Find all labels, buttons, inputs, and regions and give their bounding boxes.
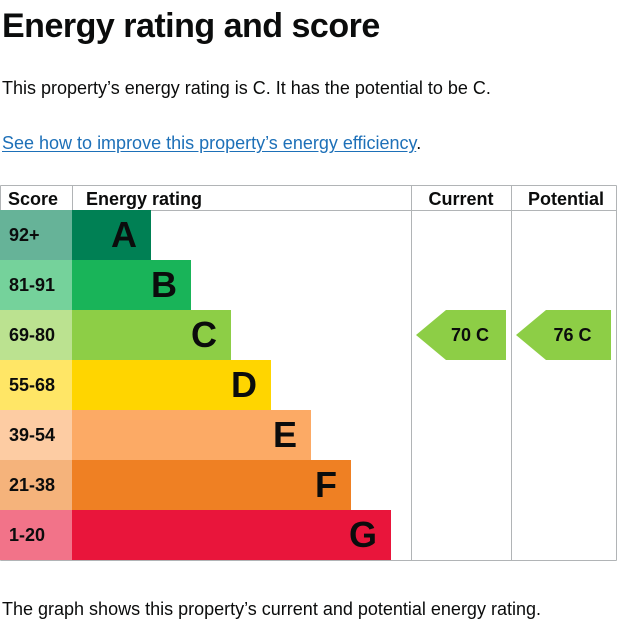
score-label-a: 92+ <box>9 225 40 245</box>
rating-bar-b <box>72 260 191 310</box>
current-rating-arrow <box>416 310 506 360</box>
rating-letter-c: C <box>191 314 217 355</box>
score-cell-b <box>0 260 72 310</box>
potential-header: Potential <box>528 189 604 209</box>
rating-bar-f <box>72 460 351 510</box>
potential-rating-arrow <box>516 310 611 360</box>
rating-summary: This property’s energy rating is C. It h… <box>2 78 491 98</box>
rating-letter-a: A <box>111 214 137 255</box>
rating-letter-b: B <box>151 264 177 305</box>
score-cell-g <box>0 510 72 560</box>
score-cell-f <box>0 460 72 510</box>
improve-paragraph: See how to improve this property’s energ… <box>2 131 421 155</box>
page-title: Energy rating and score <box>2 7 380 45</box>
rating-header: Energy rating <box>86 189 202 209</box>
potential-rating-label: 76 C <box>553 325 591 345</box>
rating-letter-g: G <box>349 514 377 555</box>
rating-letter-d: D <box>231 364 257 405</box>
score-cell-a <box>0 210 72 260</box>
score-cell-c <box>0 310 72 360</box>
score-label-e: 39-54 <box>9 425 55 445</box>
rating-indicators: 70 C 76 C <box>416 310 611 360</box>
energy-rating-chart: Score Energy rating Current Potential 92… <box>0 185 617 561</box>
rating-letter-e: E <box>273 414 297 455</box>
current-header: Current <box>428 189 493 209</box>
current-rating-label: 70 C <box>451 325 489 345</box>
score-label-g: 1-20 <box>9 525 45 545</box>
rating-bar-d <box>72 360 271 410</box>
rating-bands: 92+ A 81-91 B 69-80 C 55-68 D 39-54 E 21-38 F 1-20 G <box>0 210 391 560</box>
score-cell-e <box>0 410 72 460</box>
score-label-c: 69-80 <box>9 325 55 345</box>
score-cell-d <box>0 360 72 410</box>
rating-bar-a <box>72 210 151 260</box>
chart-caption: The graph shows this property’s current … <box>2 599 541 619</box>
score-label-d: 55-68 <box>9 375 55 395</box>
improve-efficiency-link[interactable]: See how to improve this property’s energ… <box>2 133 417 153</box>
rating-bar-e <box>72 410 311 460</box>
score-label-f: 21-38 <box>9 475 55 495</box>
rating-letter-f: F <box>315 464 337 505</box>
score-header: Score <box>8 189 58 209</box>
improve-suffix: . <box>416 133 422 153</box>
rating-bar-g <box>72 510 391 560</box>
rating-bar-c <box>72 310 231 360</box>
score-label-b: 81-91 <box>9 275 55 295</box>
